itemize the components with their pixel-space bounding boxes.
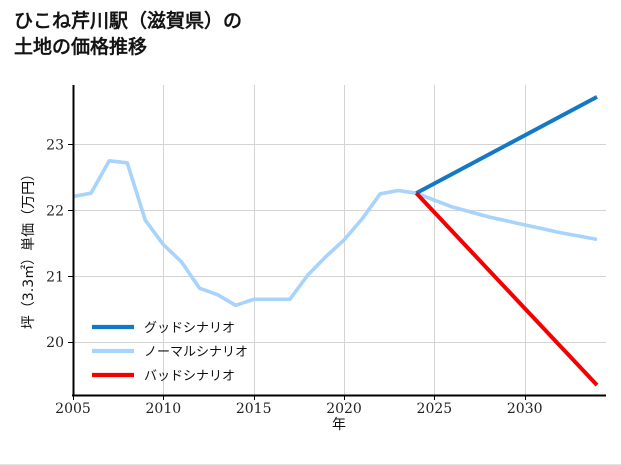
- legend-label-0: グッドシナリオ: [144, 321, 235, 336]
- x-tick-label-2015: 2015: [236, 401, 272, 417]
- y-tick-label-20: 20: [46, 335, 64, 351]
- x-tick-label-2025: 2025: [417, 401, 453, 417]
- y-tick-label-21: 21: [46, 269, 64, 285]
- series-line-ノーマルシナリオ: [72, 159, 598, 308]
- x-tick-labels: 2005 2010 2015 2020 2025 2030: [55, 401, 542, 417]
- chart-title: ひこね芹川駅（滋賀県）の 土地の価格推移: [14, 10, 243, 58]
- series-group: [72, 95, 599, 387]
- x-axis-title: 年: [332, 417, 346, 433]
- y-tick-label-22: 22: [46, 203, 64, 219]
- x-tick-label-2005: 2005: [55, 401, 91, 417]
- y-axis-title-text: 坪（3.3㎡）単価（万円）: [21, 167, 37, 329]
- x-tick-label-2020: 2020: [326, 401, 362, 417]
- x-tick-label-2010: 2010: [146, 401, 182, 417]
- series-line-バッドシナリオ: [414, 191, 599, 387]
- y-tick-labels: 20 21 22 23: [46, 137, 64, 351]
- legend-label-1: ノーマルシナリオ: [144, 345, 248, 360]
- x-tick-label-2030: 2030: [507, 401, 543, 417]
- axis-ticks: [68, 143, 527, 400]
- y-axis-title: 坪（3.3㎡）単価（万円）: [21, 167, 37, 329]
- legend-label-2: バッドシナリオ: [144, 369, 235, 384]
- y-tick-label-23: 23: [46, 137, 64, 153]
- axis-spines: [72, 85, 606, 397]
- series-line-グッドシナリオ: [415, 95, 598, 195]
